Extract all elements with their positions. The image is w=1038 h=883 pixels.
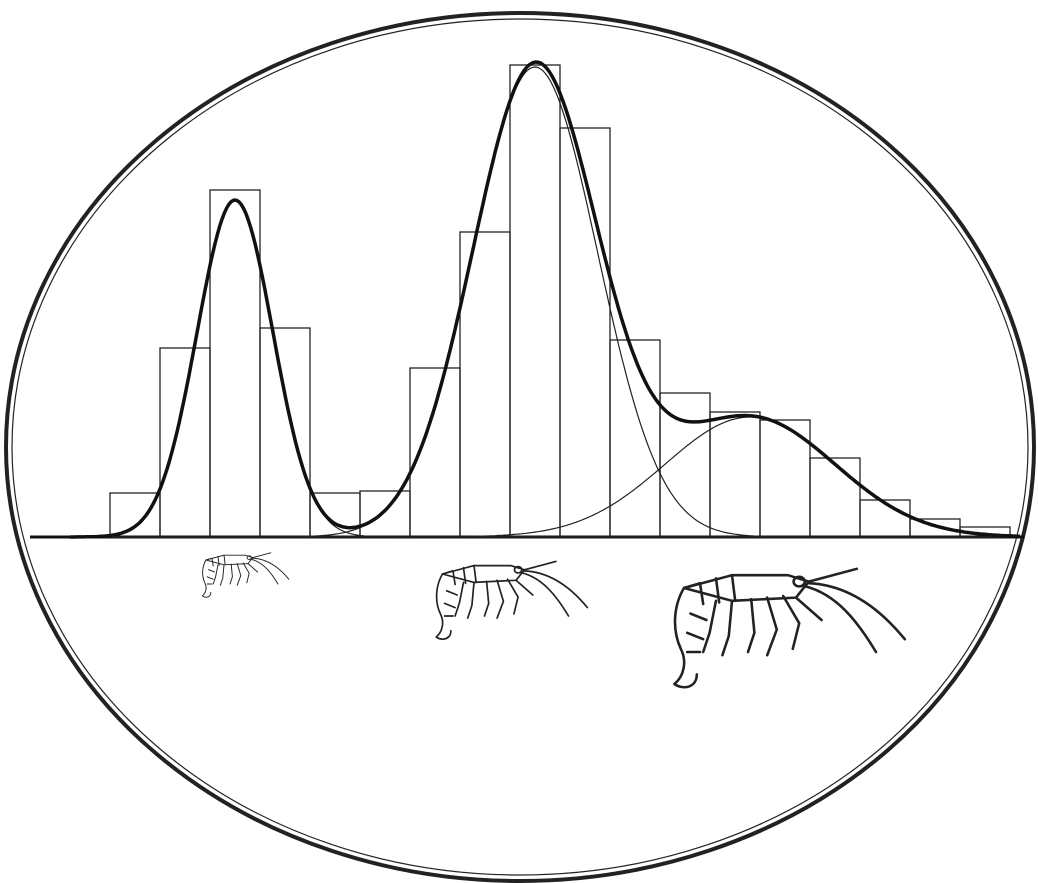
histogram-bar (510, 65, 560, 537)
histogram-bar (210, 190, 260, 537)
histogram-bar (360, 491, 410, 537)
histogram-bar (610, 340, 660, 537)
histogram-bar (560, 128, 610, 537)
page: {"chart_data": {"type": "histogram", "bi… (0, 0, 1038, 883)
histogram-bar (910, 519, 960, 537)
histogram-bar (710, 412, 760, 537)
shrimp-large (674, 569, 904, 687)
shrimp-small (202, 553, 288, 597)
histogram-bar (110, 493, 160, 537)
histogram-bar (160, 348, 210, 537)
frame-inner (12, 19, 1028, 875)
histogram-bar (260, 328, 310, 537)
histogram-bar (860, 500, 910, 537)
component-curve (70, 417, 1020, 537)
shrimp-medium (436, 561, 587, 639)
chart (0, 0, 1038, 883)
histogram-bar (810, 458, 860, 537)
